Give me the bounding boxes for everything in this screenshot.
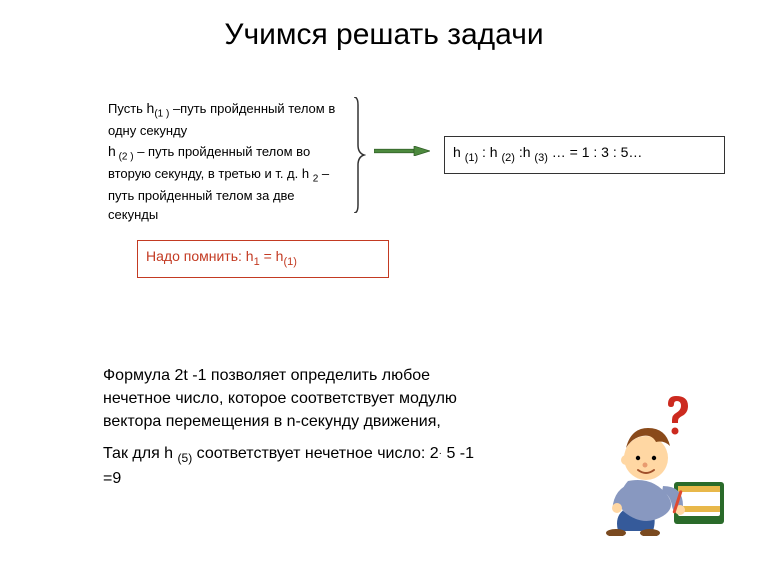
definition-block: Пусть h(1 ) –путь пройденный телом в одн… (108, 98, 346, 225)
remember-prefix: Надо помнить: h (146, 248, 254, 264)
def-h2: h (108, 143, 116, 159)
formula-p2-sub: (5) (178, 451, 193, 465)
formula-p2-mid: соответствует нечетное число: 2 (192, 445, 438, 462)
def-line2-rest: – путь пройденный телом во вторую секунд… (108, 144, 313, 181)
ratio-sep2: :h (515, 144, 534, 160)
remember-mid: = h (260, 248, 284, 264)
ratio-box: h (1) : h (2) :h (3) … = 1 : 3 : 5… (444, 136, 725, 174)
def-h2-sub: (2 ) (116, 152, 134, 163)
def-h1-sub: (1 ) (154, 109, 169, 120)
ratio-s2: (2) (502, 152, 515, 164)
ratio-h1: h (453, 144, 465, 160)
def-line1-prefix: Пусть (108, 101, 147, 116)
ratio-sep1: : h (478, 144, 501, 160)
curly-bracket (352, 97, 366, 213)
formula-p1: Формула 2t -1 позволяет определить любое… (103, 364, 483, 434)
ratio-s3: (3) (534, 152, 547, 164)
page-title: Учимся решать задачи (0, 18, 768, 52)
formula-block: Формула 2t -1 позволяет определить любое… (103, 364, 483, 490)
remember-sub2: (1) (283, 256, 296, 268)
cartoon-image (588, 386, 728, 536)
ratio-tail: … = 1 : 3 : 5… (548, 144, 643, 160)
arrow-icon (374, 146, 430, 156)
ratio-s1: (1) (465, 152, 478, 164)
remember-box: Надо помнить: h1 = h(1) (137, 240, 389, 278)
formula-p2: Так для h (5) соответствует нечетное чис… (103, 442, 483, 491)
formula-p2-pre: Так для h (103, 445, 178, 462)
question-mark-icon (668, 396, 688, 435)
boy-icon (606, 428, 685, 536)
